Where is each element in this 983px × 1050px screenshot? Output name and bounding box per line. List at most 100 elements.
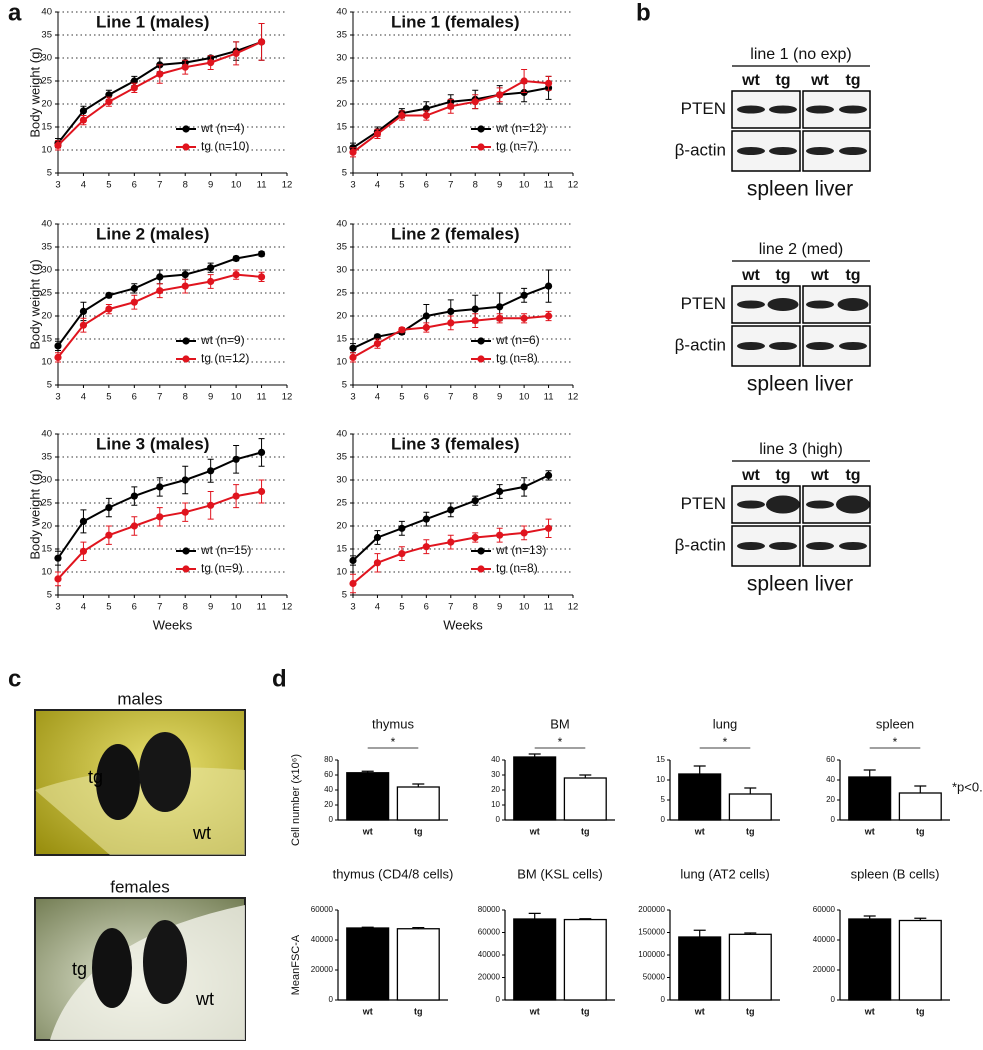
y-tick-label: 40 (41, 7, 52, 18)
blot-band (737, 342, 765, 350)
data-point (79, 307, 88, 315)
x-tick-label: 5 (106, 392, 111, 403)
x-tick-label: 9 (497, 602, 502, 613)
data-point (373, 559, 382, 567)
chart-title: thymus (CD4/8 cells) (333, 866, 454, 881)
x-tick-label: 6 (132, 602, 137, 613)
data-point (156, 287, 164, 295)
blot-tissues: spleen liver (747, 178, 853, 201)
blot-band (737, 147, 765, 155)
blot-lane: tg (775, 467, 790, 484)
x-tick-label: 3 (350, 602, 355, 613)
data-point (79, 107, 88, 115)
legend-marker (477, 337, 485, 345)
bar (346, 927, 390, 1001)
y-tick-label: 35 (336, 242, 347, 253)
legend-marker (182, 565, 190, 573)
blot-band (837, 298, 869, 311)
x-tick-label: 6 (424, 180, 429, 191)
x-tick-label: 6 (132, 392, 137, 403)
photo-label: tg (72, 959, 87, 979)
data-point (349, 353, 357, 361)
y-tick-label: 30 (41, 265, 52, 276)
y-tick-label: 20 (336, 521, 347, 532)
x-tick-label: 8 (183, 602, 188, 613)
legend-marker (477, 143, 485, 151)
data-point (232, 254, 240, 263)
y-tick-label: 150000 (638, 928, 665, 937)
data-point (232, 492, 240, 500)
x-tick-label: 7 (448, 180, 453, 191)
x-tick-label: 3 (350, 180, 355, 191)
data-point (398, 111, 406, 120)
y-tick-label: 80 (324, 755, 333, 764)
x-tick-label: 9 (208, 180, 213, 191)
data-point (373, 340, 382, 348)
data-point (544, 282, 553, 290)
data-point (496, 531, 504, 539)
x-tick-label: wt (362, 826, 373, 836)
blot-band (769, 542, 797, 550)
x-tick-label: 3 (55, 392, 60, 403)
data-point (156, 273, 164, 281)
x-tick-label: 12 (568, 392, 579, 403)
legend-label: wt (n=12) (495, 121, 546, 135)
blot-lane: wt (741, 467, 760, 484)
significance-mark: * (391, 735, 396, 749)
y-tick-label: 5 (342, 380, 347, 391)
data-point (349, 556, 357, 565)
photo-label: wt (192, 823, 211, 843)
x-tick-label: 12 (568, 180, 579, 191)
data-point (130, 298, 138, 306)
y-tick-label: 10 (41, 567, 52, 578)
y-tick-label: 40 (324, 785, 333, 794)
y-tick-label: 5 (661, 795, 666, 804)
data-point (54, 353, 62, 361)
data-point (257, 38, 266, 46)
y-tick-label: 20000 (813, 965, 836, 974)
y-tick-label: 5 (47, 590, 52, 601)
data-point (156, 70, 164, 78)
x-tick-label: tg (746, 1006, 755, 1016)
x-tick-label: 8 (473, 180, 478, 191)
chart-title: Line 1 (females) (391, 12, 520, 31)
x-tick-label: 8 (183, 180, 188, 191)
y-tick-label: 40 (41, 219, 52, 230)
x-tick-label: wt (529, 1006, 540, 1016)
y-tick-label: 30 (491, 770, 500, 779)
blot-title: line 2 (med) (759, 241, 843, 258)
data-point (105, 291, 113, 299)
data-point (349, 344, 357, 352)
y-tick-label: 15 (336, 544, 347, 555)
y-tick-label: 5 (47, 380, 52, 391)
x-tick-label: 4 (81, 180, 86, 191)
x-tick-label: 4 (81, 602, 86, 613)
significance-mark: * (893, 735, 898, 749)
y-tick-label: 35 (41, 242, 52, 253)
data-point (544, 524, 553, 532)
y-tick-label: 35 (41, 452, 52, 463)
y-tick-label: 40 (336, 7, 347, 18)
x-tick-label: 5 (399, 180, 404, 191)
blot-band (766, 495, 800, 514)
x-tick-label: 8 (473, 602, 478, 613)
y-tick-label: 0 (329, 815, 334, 824)
y-tick-label: 10 (336, 145, 347, 156)
y-tick-label: 15 (336, 334, 347, 345)
x-tick-label: wt (529, 826, 540, 836)
data-point (471, 533, 479, 542)
data-point (105, 504, 113, 512)
data-point (257, 250, 266, 258)
panel-label: c (8, 665, 21, 692)
x-tick-label: 10 (231, 392, 242, 403)
data-point (257, 448, 266, 456)
x-tick-label: 10 (231, 180, 242, 191)
x-tick-label: tg (414, 826, 423, 836)
data-point (422, 105, 430, 113)
data-point (207, 277, 215, 286)
blot-band (737, 105, 765, 114)
data-point (544, 312, 553, 320)
error-bar (863, 769, 876, 777)
x-tick-label: wt (864, 1006, 875, 1016)
photo-title: females (110, 877, 170, 896)
